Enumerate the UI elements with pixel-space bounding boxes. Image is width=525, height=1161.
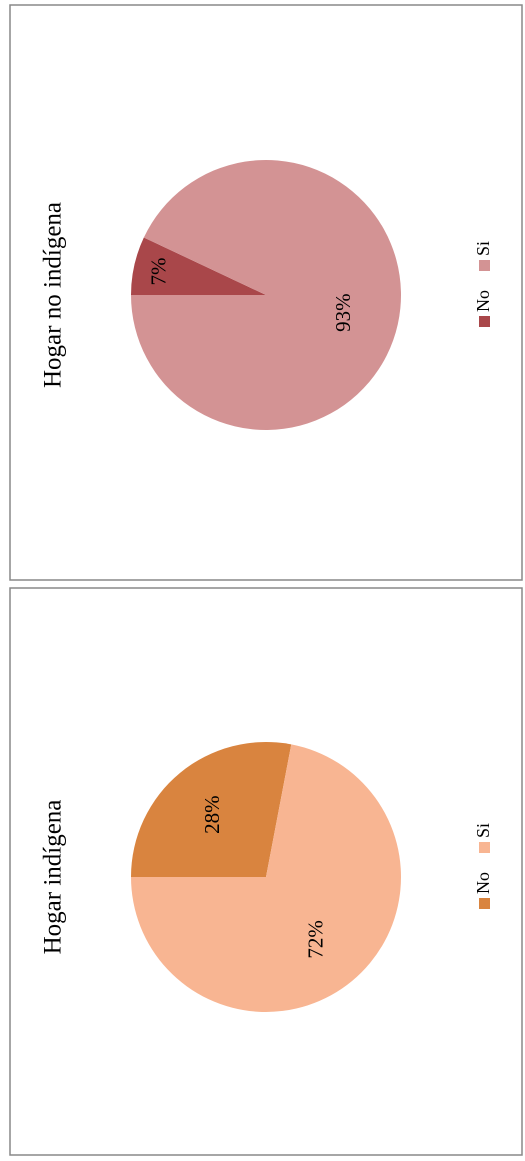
panel-frame [9,587,523,1156]
chart: Hogar indígena 28% 72% No Si [40,742,493,1012]
slice-label: 28% [200,795,224,834]
legend-label: No [473,290,493,312]
chart-title: Hogar no indígena [40,202,67,388]
pie-slice [131,744,401,1012]
pie-slice [131,237,266,295]
legend-swatch [479,842,490,853]
slice-label: 72% [303,920,327,959]
legend-label: Si [473,823,493,838]
legend-label: Si [473,241,493,256]
pie-slice [131,742,292,877]
slice-label: 7% [146,257,170,285]
slice-label: 93% [331,293,355,332]
legend-swatch [479,260,490,271]
pie-slice [131,160,401,430]
chart: Hogar no indígena 7% 93% No Si [40,160,493,430]
panel-frame [9,4,523,581]
legend-label: No [473,872,493,894]
legend-swatch [479,316,490,327]
legend-swatch [479,898,490,909]
chart-title: Hogar indígena [40,800,67,955]
